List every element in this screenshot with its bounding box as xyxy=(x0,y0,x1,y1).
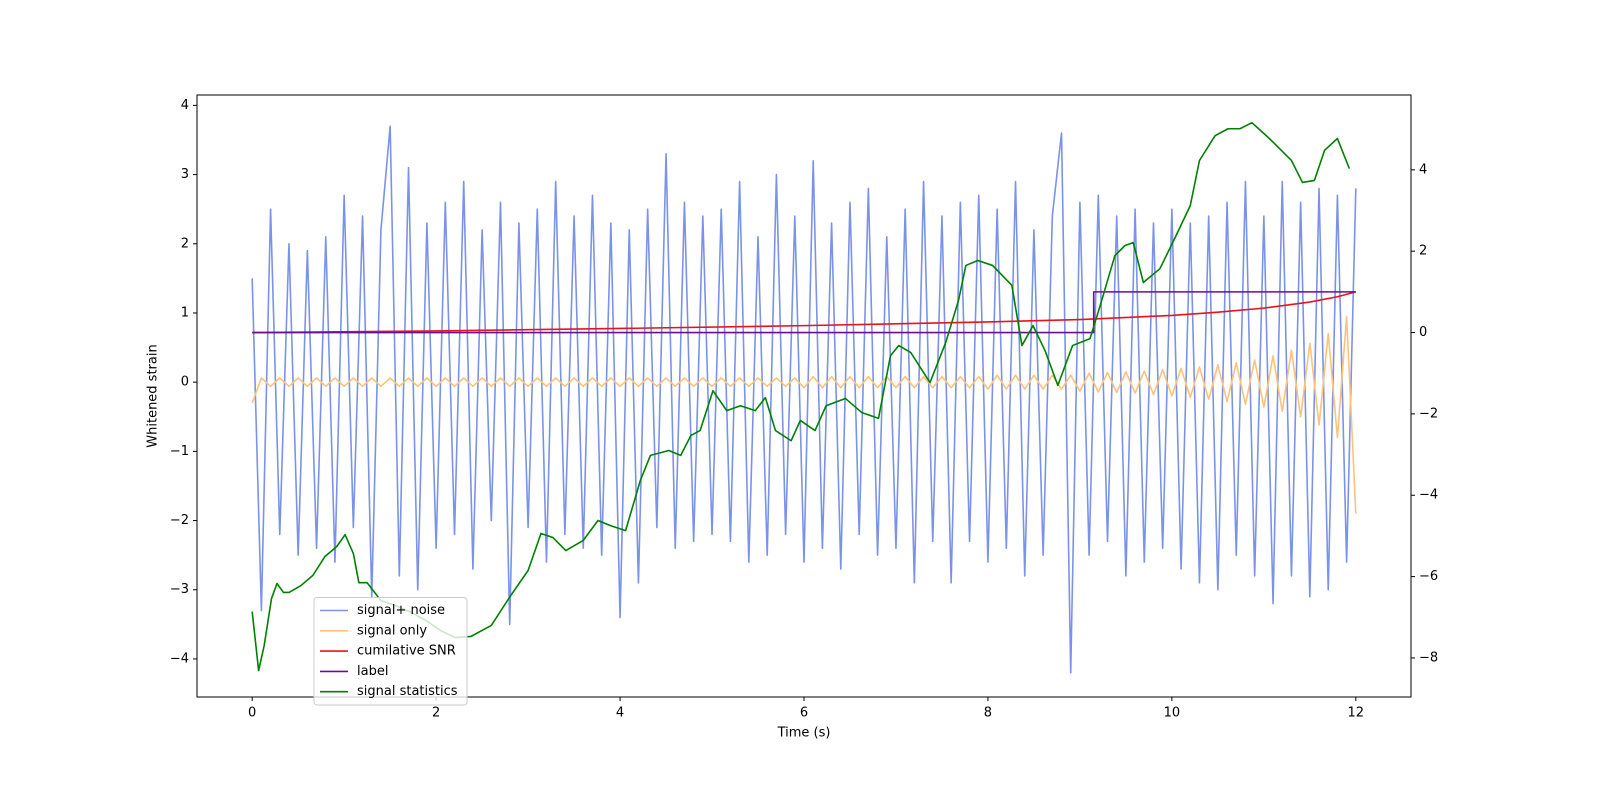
y2-tick-label: −2 xyxy=(1419,406,1438,421)
y2-tick-label: 0 xyxy=(1419,325,1427,340)
y2-tick-label: 2 xyxy=(1419,244,1427,259)
y2-tick-label: 4 xyxy=(1419,162,1427,177)
x-tick-label: 6 xyxy=(800,706,808,721)
series-line xyxy=(252,291,1357,334)
x-tick-label: 2 xyxy=(432,706,440,721)
y-tick-label: 3 xyxy=(181,167,189,182)
series-line xyxy=(252,291,1356,334)
y2-tick-label: −6 xyxy=(1419,569,1438,584)
y2-tick-label: −8 xyxy=(1419,650,1438,665)
y-tick-label: 1 xyxy=(181,305,189,320)
y-tick-label: −3 xyxy=(170,582,189,597)
x-tick-label: 8 xyxy=(984,706,992,721)
y-tick-label: −4 xyxy=(170,651,189,666)
y-tick-label: −2 xyxy=(170,513,189,528)
y-tick-label: 0 xyxy=(181,375,189,390)
y-tick-label: 2 xyxy=(181,236,189,251)
y-tick-label: −1 xyxy=(170,444,189,459)
y2-tick-label: −4 xyxy=(1419,488,1438,503)
y-tick-label: 4 xyxy=(181,98,189,113)
series-line xyxy=(251,121,1351,672)
x-tick-label: 10 xyxy=(1164,706,1181,721)
legend-label: signal statistics xyxy=(357,684,458,699)
legend: signal+ noise signal only cumilative SNR la… xyxy=(313,597,468,706)
series-line xyxy=(251,315,1357,514)
legend-label: cumilative SNR xyxy=(357,644,456,659)
y-axis-label: Whitened strain xyxy=(146,344,161,447)
plot-area xyxy=(251,121,1357,674)
legend-label: label xyxy=(357,664,388,679)
series-line xyxy=(251,125,1357,674)
legend-label: signal only xyxy=(357,623,427,638)
legend-box xyxy=(313,597,468,706)
x-tick-label: 4 xyxy=(616,706,624,721)
x-tick-label: 12 xyxy=(1348,706,1365,721)
x-axis-label: Time (s) xyxy=(777,726,831,741)
legend-label: signal+ noise xyxy=(357,603,445,618)
x-tick-label: 0 xyxy=(248,706,256,721)
